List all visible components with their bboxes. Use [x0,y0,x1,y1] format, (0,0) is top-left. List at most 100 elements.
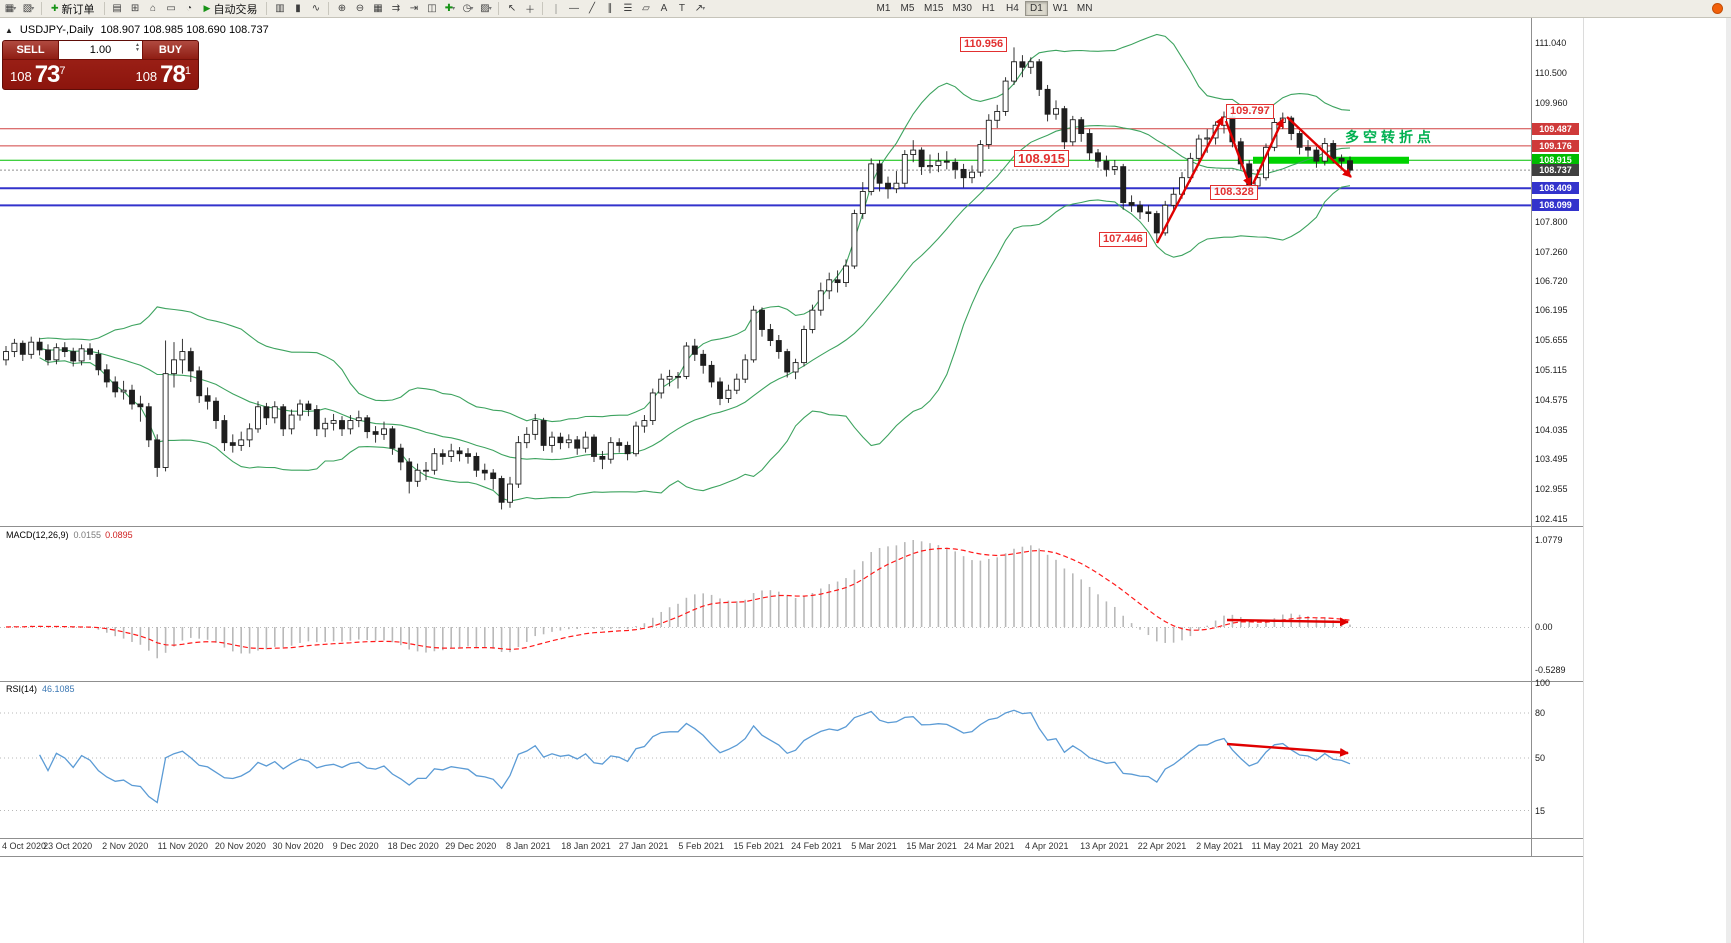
label-icon[interactable]: T [673,1,690,16]
timeframe-mn[interactable]: MN [1076,3,1093,14]
crosshair-icon[interactable]: ＋ [521,1,538,16]
buy-price[interactable]: 108 78 1 [135,60,191,88]
fibonacci-icon: ☰ [623,3,633,14]
autotrading-button: ▶ [203,3,211,13]
price-tag: 108.099 [1532,199,1579,212]
tile-windows-icon[interactable]: ◫ [423,1,440,16]
sell-button[interactable]: SELL [3,41,59,59]
one-click-collapse-icon[interactable]: ▲ [5,25,13,35]
chart-shift-icon: ⇥ [409,3,419,14]
indicators-icon[interactable]: ✚ ▾ [441,1,458,16]
arrows-icon: ↗ [694,3,704,14]
toolbar-separator [498,2,500,15]
text-icon[interactable]: A [655,1,672,16]
rsi-trend-arrow[interactable] [1226,742,1349,757]
bar-chart-icon[interactable]: ▥ [271,1,288,16]
symbol-period-label: USDJPY-,Daily [19,24,94,36]
bollinger-bands [39,33,1351,502]
price-axis-label: 104.575 [1535,394,1568,405]
line-chart-icon[interactable]: ∿ [307,1,324,16]
arrows-icon[interactable]: ↗ ▾ [691,1,708,16]
price-annotation-box[interactable]: 108.328 [1210,185,1258,200]
new-order-button[interactable]: ✚ 新订单 [46,1,100,16]
vertical-line-icon: ｜ [550,5,561,16]
buy-button[interactable]: BUY [142,41,198,59]
timeframe-m30[interactable]: M30 [952,3,972,14]
vertical-scrollbar[interactable] [1726,18,1731,943]
grid-icon[interactable]: ▦ [369,1,386,16]
volume-spinner: ▲ ▼ [135,43,140,53]
chevron-down-icon: ▾ [702,6,706,12]
chevron-down-icon: ▾ [13,6,17,12]
timeframe-m5[interactable]: M5 [900,3,915,14]
x-axis-label: 27 Jan 2021 [618,841,669,851]
timeframe-h4[interactable]: H4 [1006,3,1019,14]
templates-icon[interactable]: ▨ ▾ [477,1,494,16]
x-axis-label: 30 Nov 2020 [272,841,324,851]
channel-icon: ∥ [607,3,613,14]
macd-trend-arrow[interactable] [1226,617,1349,627]
chevron-down-icon: ▾ [31,6,35,12]
vertical-line-icon[interactable]: ｜ [547,1,564,16]
x-axis-label: 5 Feb 2021 [678,841,724,851]
x-axis-label: 29 Dec 2020 [445,841,497,851]
main-toolbar: ▦ ▾ ▧ ▾ ✚ 新订单 ▤ ⊞ ⌂ ▭ ◔ ▶ 自动交易 ▥ ▮ ∿ ⊕ ⊖ ▦ ⇉ ⇥ ◫ ✚ ▾ ◷ ▾ ▨ ▾ ↖ ＋｜ — ╱ ∥ ☰… [0,0,1731,18]
profiles-icon: ▧ [22,3,33,14]
channel-icon[interactable]: ∥ [601,1,618,16]
auto-scroll-icon[interactable]: ⇉ [387,1,404,16]
new-chart-icon[interactable]: ▦ ▾ [2,1,19,16]
timeframe-d1[interactable]: D1 [1024,1,1048,16]
zoom-out-icon[interactable]: ⊖ [351,1,368,16]
profiles-icon[interactable]: ▧ ▾ [20,1,37,16]
volume-increase-icon[interactable]: ▲ [135,42,140,48]
trend-arrows[interactable] [1155,116,1352,244]
data-window-icon[interactable]: ⊞ [127,1,144,16]
price-tag: 108.737 [1532,164,1579,177]
pivot-point-annotation[interactable]: 多空转折点 [1345,129,1435,145]
candlestick-icon[interactable]: ▮ [289,1,306,16]
market-watch-icon[interactable]: ▤ [109,1,126,16]
cursor-icon: ↖ [507,3,517,14]
zoom-in-icon[interactable]: ⊕ [333,1,350,16]
price-axis-label: 105.115 [1535,365,1567,376]
price-annotation-box[interactable]: 110.956 [960,37,1008,52]
candlestick-icon: ▮ [295,3,301,14]
price-axis-label: 103.495 [1535,454,1568,465]
x-axis-label: 23 Oct 2020 [43,841,93,851]
cursor-icon[interactable]: ↖ [503,1,520,16]
chevron-down-icon: ▾ [470,6,474,12]
macd-indicator-label: MACD(12,26,9) 0.0155 0.0895 [6,530,133,540]
volume-decrease-icon[interactable]: ▼ [135,47,140,53]
timeframe-m1[interactable]: M1 [876,3,891,14]
zoom-out-icon: ⊖ [355,3,365,14]
price-axis-label: 107.800 [1535,216,1568,227]
timeframe-w1[interactable]: W1 [1052,3,1068,14]
navigator-icon[interactable]: ⌂ [145,1,162,16]
timeframe-h1[interactable]: H1 [982,3,995,14]
horizontal-line-icon[interactable]: — [565,1,582,16]
price-axis-label: 102.415 [1535,514,1568,525]
trendline-icon[interactable]: ╱ [583,1,600,16]
x-axis-label: 13 Apr 2021 [1080,841,1129,851]
price-annotation-box[interactable]: 107.446 [1099,232,1147,247]
fibonacci-icon[interactable]: ☰ [619,1,636,16]
volume-input[interactable] [70,43,131,57]
periods-icon[interactable]: ◷ ▾ [459,1,476,16]
zoom-in-icon: ⊕ [337,3,347,14]
autotrading-button[interactable]: ▶ 自动交易 [199,1,263,16]
shapes-icon[interactable]: ▱ [637,1,654,16]
one-click-trading-panel: SELL ▲ ▼ BUY 108 73 7 108 78 1 [2,40,199,90]
sell-price[interactable]: 108 73 7 [10,60,66,88]
price-annotation-box[interactable]: 108.915 [1014,150,1069,167]
toolbar-separator [266,2,268,15]
timeframe-m15[interactable]: M15 [924,3,944,14]
notification-icon[interactable] [1712,3,1723,14]
price-tag: 108.409 [1532,182,1579,195]
strategy-tester-icon[interactable]: ◔ [181,1,198,16]
terminal-icon[interactable]: ▭ [163,1,180,16]
price-tag: 109.487 [1532,122,1579,135]
price-annotation-box[interactable]: 109.797 [1226,104,1274,119]
chart-shift-icon[interactable]: ⇥ [405,1,422,16]
indicators-icon: ✚ [444,3,454,14]
